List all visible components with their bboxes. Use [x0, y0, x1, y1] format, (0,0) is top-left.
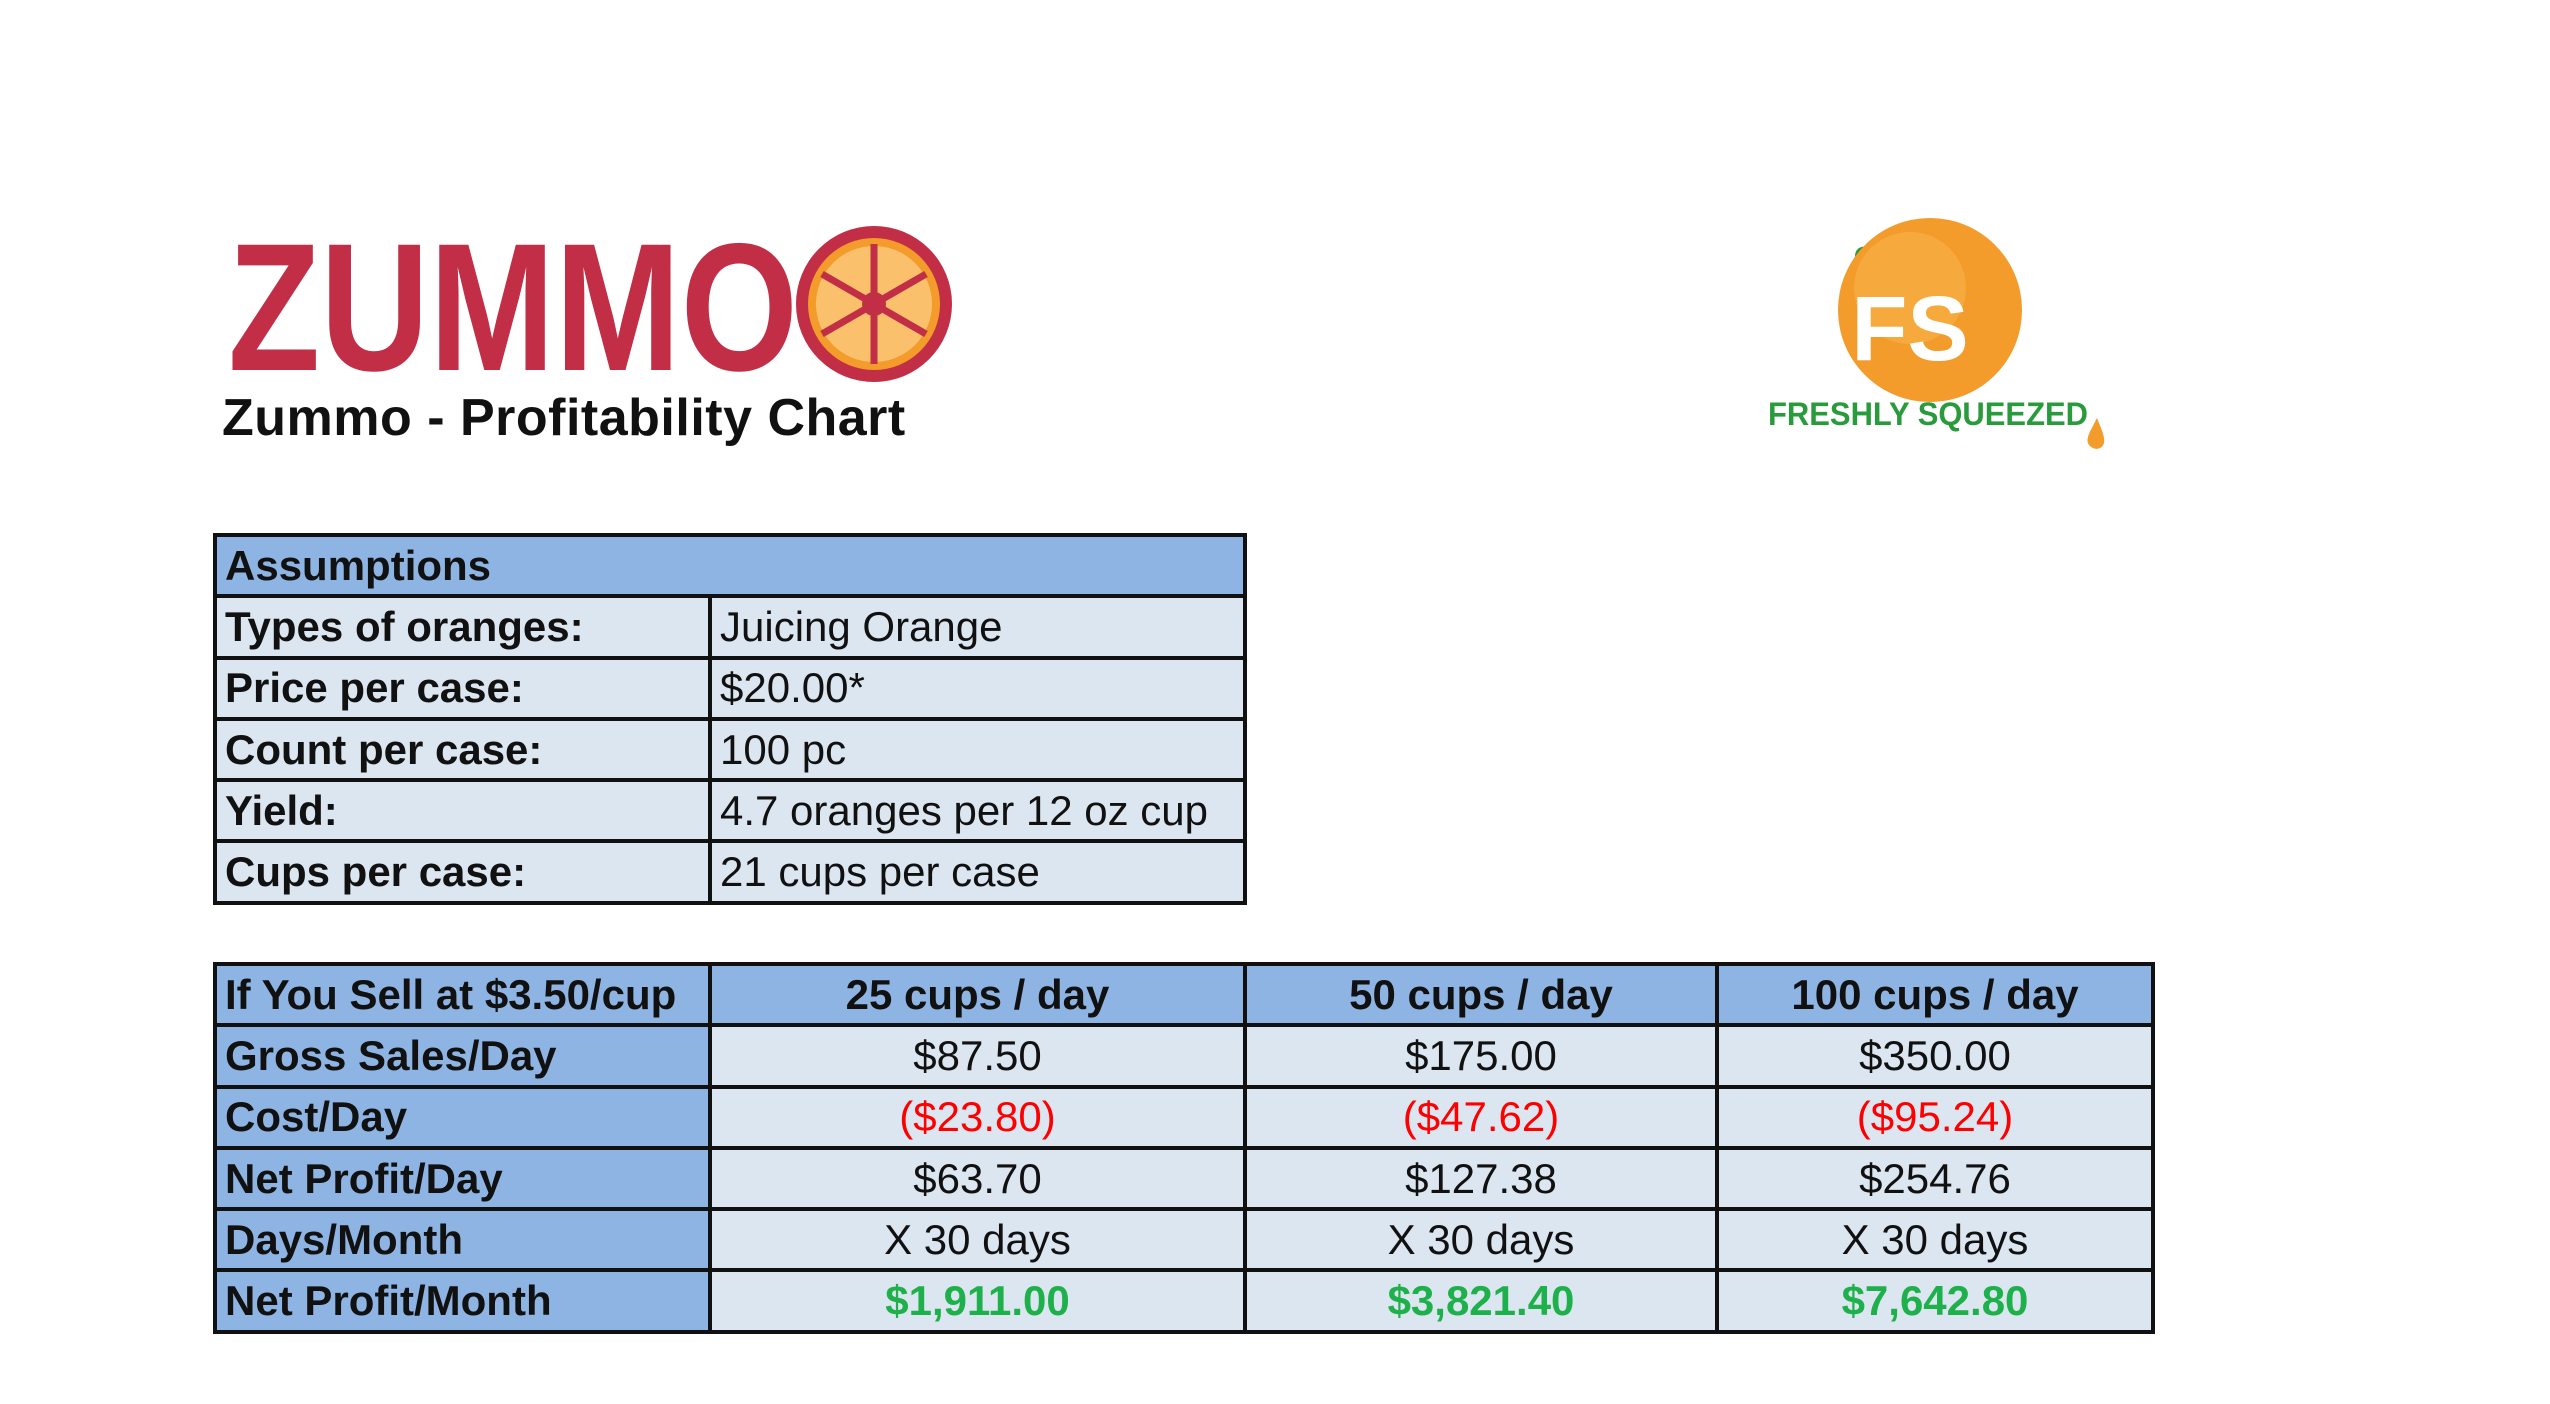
- row-value: 100 pc: [708, 716, 1247, 783]
- table-row: Days/Month X 30 days X 30 days X 30 days: [213, 1207, 2155, 1273]
- freshly-squeezed-logo: FS FRESHLY SQUEEZED: [1768, 218, 2105, 449]
- row-label: Days/Month: [213, 1207, 712, 1273]
- table-cell: ($23.80): [708, 1084, 1247, 1150]
- juice-drop-icon: [2087, 418, 2105, 449]
- table-cell: X 30 days: [1715, 1207, 2155, 1273]
- column-header: 100 cups / day: [1715, 961, 2155, 1028]
- row-label: Price per case:: [213, 655, 712, 721]
- table-cell: ($95.24): [1715, 1084, 2155, 1150]
- page-title: Zummo - Profitability Chart: [222, 389, 906, 447]
- row-label: Cost/Day: [213, 1084, 712, 1150]
- row-label: Net Profit/Month: [213, 1268, 712, 1334]
- table-row: Cups per case: 21 cups per case: [213, 839, 1247, 905]
- table-cell: $127.38: [1243, 1145, 1719, 1212]
- table-row: Gross Sales/Day $87.50 $175.00 $350.00: [213, 1023, 2155, 1089]
- freshly-squeezed-text: FRESHLY SQUEEZED: [1768, 396, 2088, 432]
- row-value: Juicing Orange: [708, 594, 1247, 660]
- table-cell: $87.50: [708, 1023, 1247, 1089]
- table-cell: $254.76: [1715, 1145, 2155, 1212]
- row-label: Cups per case:: [213, 839, 712, 905]
- assumptions-title: Assumptions: [213, 532, 1247, 599]
- table-row: Cost/Day ($23.80) ($47.62) ($95.24): [213, 1084, 2155, 1150]
- row-value: $20.00*: [708, 655, 1247, 721]
- table-cell: ($47.62): [1243, 1084, 1719, 1150]
- table-cell: X 30 days: [708, 1207, 1247, 1273]
- table-header-row: If You Sell at $3.50/cup 25 cups / day 5…: [213, 961, 2155, 1028]
- table-row: Price per case: $20.00*: [213, 655, 1247, 721]
- table-cell: $3,821.40: [1243, 1268, 1719, 1334]
- table-row: Net Profit/Month $1,911.00 $3,821.40 $7,…: [213, 1268, 2155, 1334]
- fs-monogram: FS: [1851, 278, 1969, 380]
- row-label: Yield:: [213, 778, 712, 844]
- orange-slice-icon: [796, 226, 952, 382]
- row-label: Gross Sales/Day: [213, 1023, 712, 1089]
- column-header: 50 cups / day: [1243, 961, 1719, 1028]
- table-cell: $1,911.00: [708, 1268, 1247, 1334]
- table-cell: $350.00: [1715, 1023, 2155, 1089]
- row-value: 21 cups per case: [708, 839, 1247, 905]
- price-per-cup-header: If You Sell at $3.50/cup: [213, 961, 712, 1028]
- table-cell: $7,642.80: [1715, 1268, 2155, 1334]
- zummo-logo: ZUMMO: [228, 222, 952, 384]
- row-value: 4.7 oranges per 12 oz cup: [708, 778, 1247, 844]
- profitability-table: If You Sell at $3.50/cup 25 cups / day 5…: [213, 961, 2155, 1334]
- column-header: 25 cups / day: [708, 961, 1247, 1028]
- table-cell: $63.70: [708, 1145, 1247, 1212]
- table-cell: $175.00: [1243, 1023, 1719, 1089]
- row-label: Net Profit/Day: [213, 1145, 712, 1212]
- table-row: Types of oranges: Juicing Orange: [213, 594, 1247, 660]
- table-row: Count per case: 100 pc: [213, 716, 1247, 783]
- table-row: Net Profit/Day $63.70 $127.38 $254.76: [213, 1145, 2155, 1212]
- table-cell: X 30 days: [1243, 1207, 1719, 1273]
- table-row: Yield: 4.7 oranges per 12 oz cup: [213, 778, 1247, 844]
- assumptions-table: Assumptions Types of oranges: Juicing Or…: [213, 532, 1247, 905]
- row-label: Count per case:: [213, 716, 712, 783]
- row-label: Types of oranges:: [213, 594, 712, 660]
- zummo-logo-text: ZUMMO: [228, 222, 798, 384]
- table-header-row: Assumptions: [213, 532, 1247, 599]
